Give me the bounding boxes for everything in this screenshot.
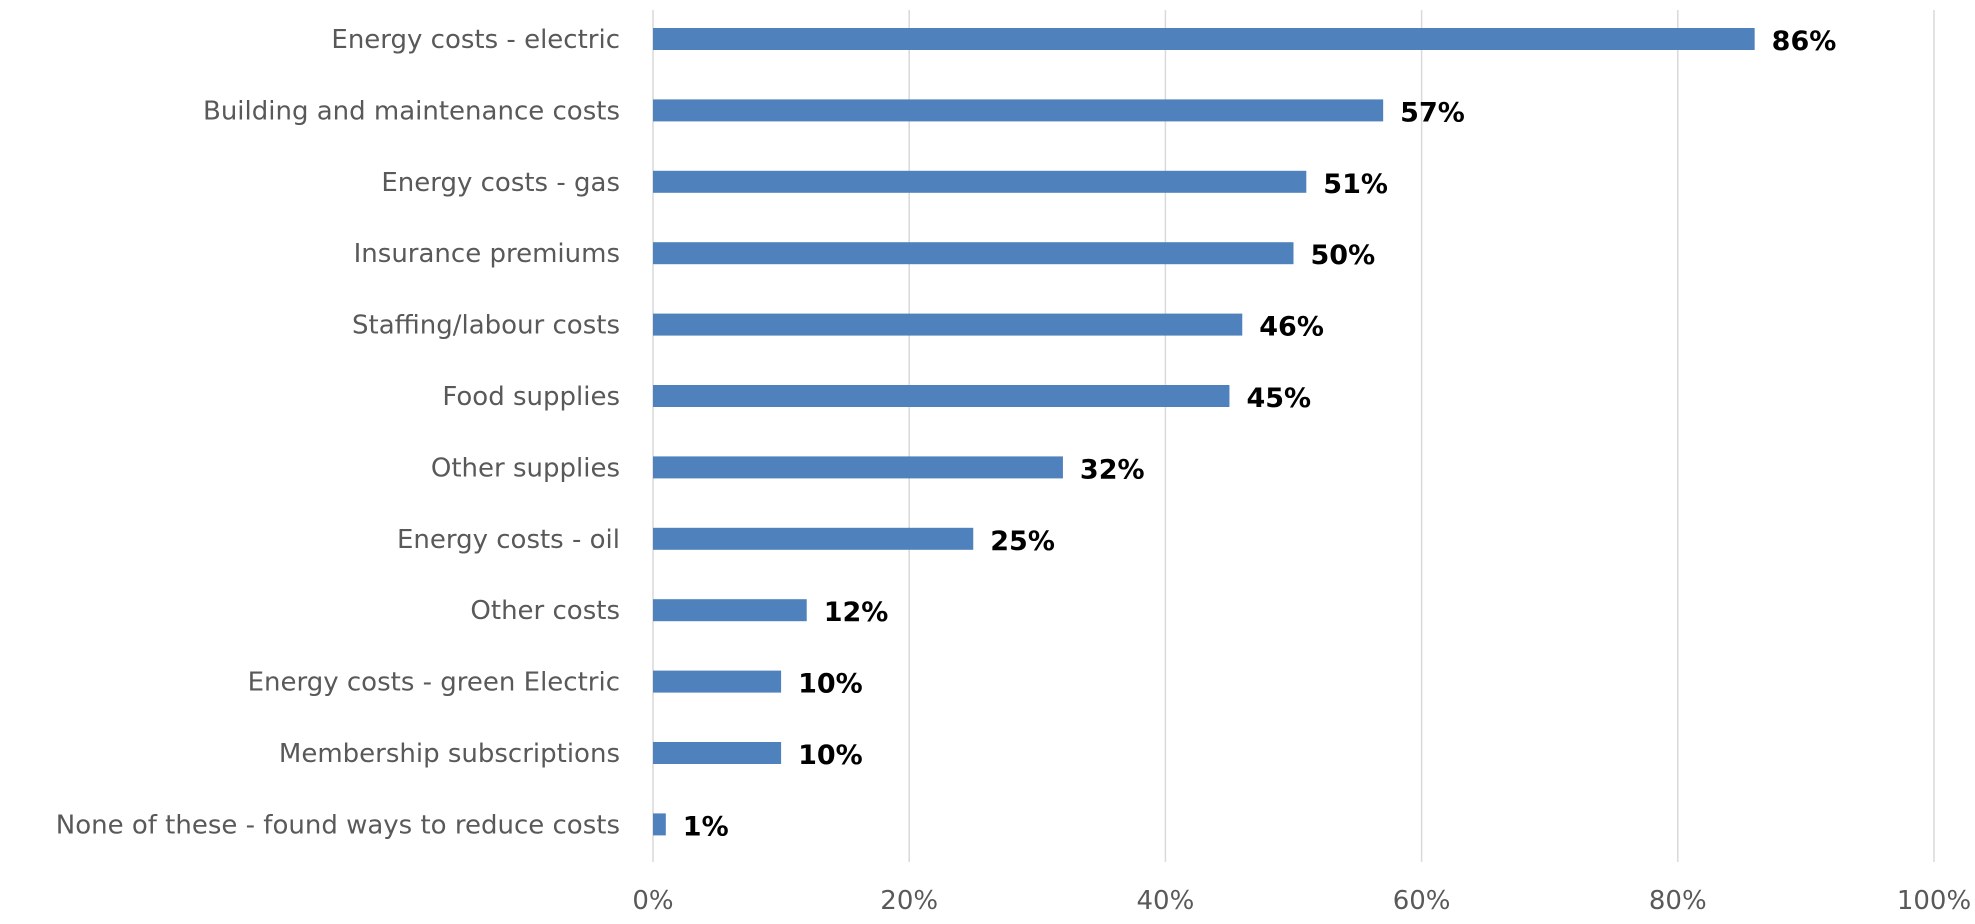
gridlines	[652, 10, 1935, 862]
category-label: None of these - found ways to reduce cos…	[56, 810, 620, 840]
bar	[653, 456, 1063, 479]
bar	[653, 28, 1755, 50]
data-label: 51%	[1323, 169, 1388, 200]
data-label: 50%	[1311, 240, 1376, 271]
category-label: Building and maintenance costs	[203, 96, 620, 126]
bar	[653, 813, 666, 836]
x-tick-label: 100%	[1897, 886, 1971, 916]
category-label: Other supplies	[431, 453, 620, 483]
bar	[653, 170, 1307, 193]
bar	[653, 670, 782, 693]
x-tick-label: 60%	[1393, 886, 1451, 916]
category-label: Insurance premiums	[354, 239, 620, 269]
bar	[653, 599, 807, 622]
x-tick-label: 20%	[880, 886, 938, 916]
bars	[653, 28, 1755, 836]
data-label: 25%	[990, 526, 1055, 557]
bar	[653, 385, 1230, 407]
category-labels: Energy costs - electric Building and main…	[56, 25, 620, 840]
x-tick-label: 0%	[632, 886, 673, 916]
bar	[653, 742, 782, 764]
data-label: 32%	[1080, 454, 1145, 485]
x-tick-label: 80%	[1649, 886, 1707, 916]
category-label: Membership subscriptions	[279, 739, 620, 769]
data-label: 10%	[798, 740, 863, 771]
bar	[653, 313, 1243, 336]
bar	[653, 242, 1294, 265]
category-label: Other costs	[470, 596, 620, 626]
data-label: 57%	[1400, 97, 1465, 128]
data-label: 46%	[1259, 312, 1324, 343]
data-label: 12%	[824, 597, 889, 628]
bar	[653, 99, 1384, 122]
data-labels: 86% 57% 51% 50% 46% 45% 32% 25% 12% 10% 10% 1%	[683, 26, 1836, 842]
data-label: 10%	[798, 669, 863, 700]
category-label: Energy costs - oil	[397, 525, 620, 555]
x-axis-tick-labels: 0% 20% 40% 60% 80% 100%	[632, 886, 1971, 916]
data-label: 86%	[1772, 26, 1837, 57]
data-label: 45%	[1246, 383, 1311, 414]
category-label: Staffing/labour costs	[352, 311, 620, 341]
category-label: Food supplies	[442, 382, 620, 412]
bar	[653, 527, 974, 550]
data-label: 1%	[683, 811, 729, 842]
x-tick-label: 40%	[1137, 886, 1195, 916]
category-label: Energy costs - green Electric	[248, 668, 620, 698]
category-label: Energy costs - gas	[381, 168, 620, 198]
category-label: Energy costs - electric	[331, 25, 620, 55]
